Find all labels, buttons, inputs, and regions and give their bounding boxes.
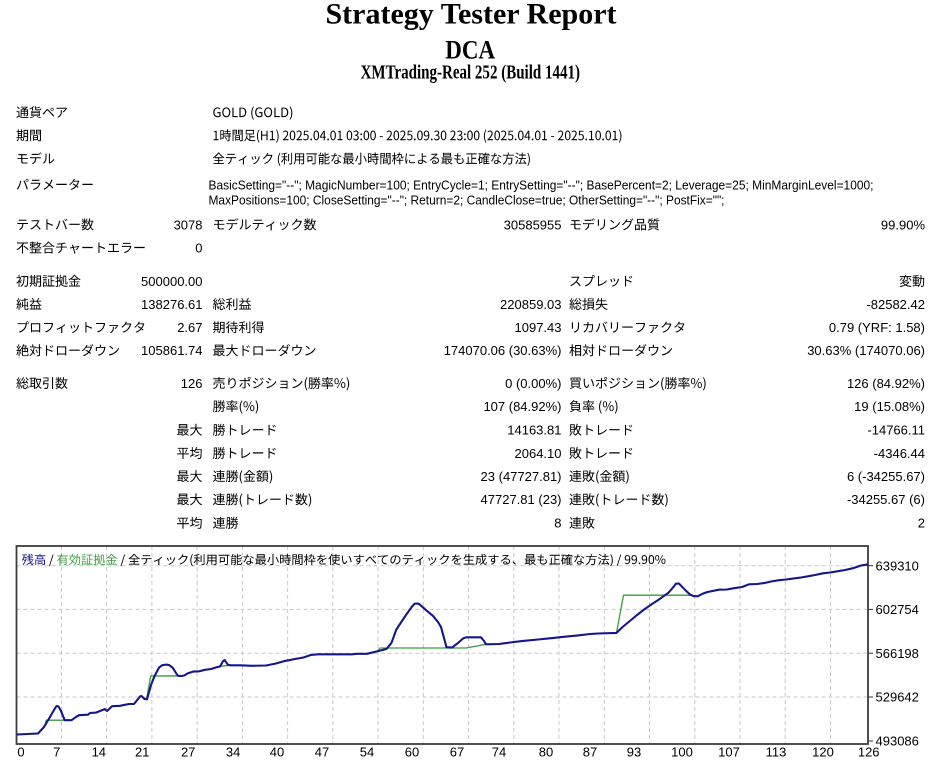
svg-text:107: 107 [718,745,740,760]
svg-text:14: 14 [92,745,106,760]
svg-text:23 (47727.81): 23 (47727.81) [481,469,562,484]
svg-text:Strategy Tester Report: Strategy Tester Report [325,0,616,31]
svg-text:2.67: 2.67 [177,320,202,335]
svg-text:74: 74 [492,745,506,760]
svg-text:2064.10: 2064.10 [515,446,562,461]
svg-text:566198: 566198 [876,646,919,661]
svg-text:47: 47 [315,745,329,760]
svg-text:529642: 529642 [876,690,919,705]
svg-text:174070.06 (30.63%): 174070.06 (30.63%) [444,343,562,358]
svg-text:2: 2 [918,516,925,531]
svg-text:0.79 (YRF: 1.58): 0.79 (YRF: 1.58) [829,320,925,335]
svg-text:126: 126 [181,376,203,391]
svg-text:1097.43: 1097.43 [515,320,562,335]
svg-text:30.63% (174070.06): 30.63% (174070.06) [807,343,925,358]
svg-text:34: 34 [226,745,240,760]
svg-text:30585955: 30585955 [504,217,562,232]
svg-text:14163.81: 14163.81 [507,423,561,438]
svg-text:493086: 493086 [876,734,919,749]
svg-text:0: 0 [17,745,24,760]
svg-text:MaxPositions=100; CloseSetting: MaxPositions=100; CloseSetting="--"; Ret… [209,192,725,207]
svg-text:-34255.67 (6): -34255.67 (6) [847,492,925,507]
svg-text:87: 87 [583,745,597,760]
svg-text:-4346.44: -4346.44 [874,446,925,461]
svg-text:47727.81 (23): 47727.81 (23) [481,492,562,507]
svg-text:54: 54 [360,745,374,760]
svg-text:100: 100 [671,745,693,760]
svg-text:120: 120 [812,745,834,760]
svg-text:60: 60 [405,745,419,760]
svg-text:99.90%: 99.90% [881,217,926,232]
svg-text:639310: 639310 [876,558,919,573]
svg-text:107 (84.92%): 107 (84.92%) [483,399,561,414]
svg-text:7: 7 [53,745,60,760]
svg-text:DCA: DCA [445,35,495,64]
svg-text:BasicSetting="--"; MagicNumber: BasicSetting="--"; MagicNumber=100; Entr… [209,177,874,192]
svg-text:3078: 3078 [174,217,203,232]
svg-text:40: 40 [270,745,284,760]
svg-text:-82582.42: -82582.42 [866,297,925,312]
svg-text:6 (-34255.67): 6 (-34255.67) [847,469,925,484]
svg-text:138276.61: 138276.61 [141,297,202,312]
svg-text:0 (0.00%): 0 (0.00%) [505,376,561,391]
svg-text:500000.00: 500000.00 [141,274,202,289]
svg-text:105861.74: 105861.74 [141,343,202,358]
svg-text:126: 126 [858,745,880,760]
svg-text:602754: 602754 [876,602,919,617]
svg-text:XMTrading-Real 252 (Build 1441: XMTrading-Real 252 (Build 1441) [361,62,580,83]
svg-text:80: 80 [539,745,553,760]
svg-text:27: 27 [181,745,195,760]
svg-text:113: 113 [766,745,787,760]
svg-text:93: 93 [627,745,641,760]
svg-text:67: 67 [450,745,464,760]
svg-text:0: 0 [195,241,202,256]
svg-text:220859.03: 220859.03 [500,297,561,312]
svg-text:19 (15.08%): 19 (15.08%) [854,399,925,414]
svg-text:-14766.11: -14766.11 [867,423,925,438]
svg-text:21: 21 [135,745,149,760]
svg-text:8: 8 [554,516,561,531]
svg-text:126 (84.92%): 126 (84.92%) [847,376,925,391]
